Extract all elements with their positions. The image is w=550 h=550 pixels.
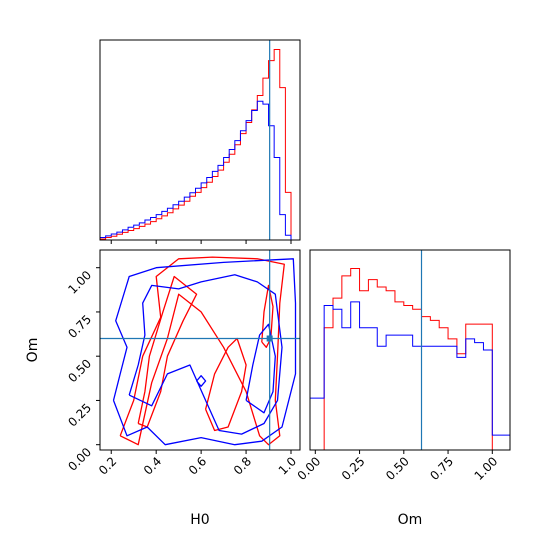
contour-red-0 (119, 256, 285, 446)
joint-y-ticks: 0.00 0.25 0.50 0.75 1.00 (65, 267, 100, 474)
joint-y-tick-label-1: 0.25 (65, 401, 94, 430)
histogram-series-red (310, 268, 510, 450)
joint-x-ticks: 0.2 0.4 0.6 0.8 1.0 (96, 450, 299, 478)
om-marginal-frame (309, 249, 511, 451)
contour-blue-3 (196, 375, 207, 387)
contour-red-1 (137, 275, 198, 428)
panel-joint: 0.2 0.4 0.6 0.8 1.0 0.000.250.500.751.00 H0 … (25, 249, 301, 528)
contour-red-2 (204, 337, 247, 432)
histogram-series-blue (310, 301, 510, 450)
om-x-tick-label-3: 0.75 (427, 454, 456, 483)
joint-x-tick-label-3: 0.8 (231, 454, 254, 477)
x-axis-label-h0: H0 (190, 512, 209, 528)
om-x-tick-label-4: 1.00 (472, 454, 501, 483)
om-x-ticks: 0.00 0.25 0.50 0.75 1.00 (295, 450, 501, 483)
contour-blue-1 (128, 274, 283, 435)
x-axis-label-om: Om (398, 512, 423, 528)
joint-contours (112, 256, 297, 446)
joint-x-tick-label-2: 0.6 (186, 454, 209, 477)
h0-marginal-ticks (110, 240, 292, 244)
joint-truth-marker (266, 335, 273, 342)
h0-histogram-series (100, 49, 292, 240)
om-histogram-series (310, 268, 510, 450)
panel-h0-marginal (99, 39, 301, 244)
joint-y-tick-label-2: 0.50 (65, 356, 94, 385)
joint-x-tick-label-1: 0.4 (141, 454, 164, 477)
histogram-series-red (100, 49, 292, 240)
om-x-tick-label-2: 0.50 (383, 454, 412, 483)
y-axis-label-om: Om (25, 338, 41, 363)
om-x-tick-label-0: 0.00 (295, 454, 324, 483)
contour-red-3 (261, 284, 274, 348)
histogram-series-blue (100, 100, 292, 240)
panel-om-marginal: 0.00 0.25 0.50 0.75 1.00 Om (295, 249, 511, 528)
h0-marginal-frame (99, 39, 301, 241)
joint-y-tick-label-4: 1.00 (65, 268, 94, 297)
joint-y-tick-label-0: 0.00 (65, 445, 94, 474)
joint-y-tick-label-3: 0.75 (65, 312, 94, 341)
joint-x-tick-label-0: 0.2 (96, 454, 119, 477)
om-x-tick-label-1: 0.25 (339, 454, 368, 483)
joint-frame (99, 249, 301, 451)
